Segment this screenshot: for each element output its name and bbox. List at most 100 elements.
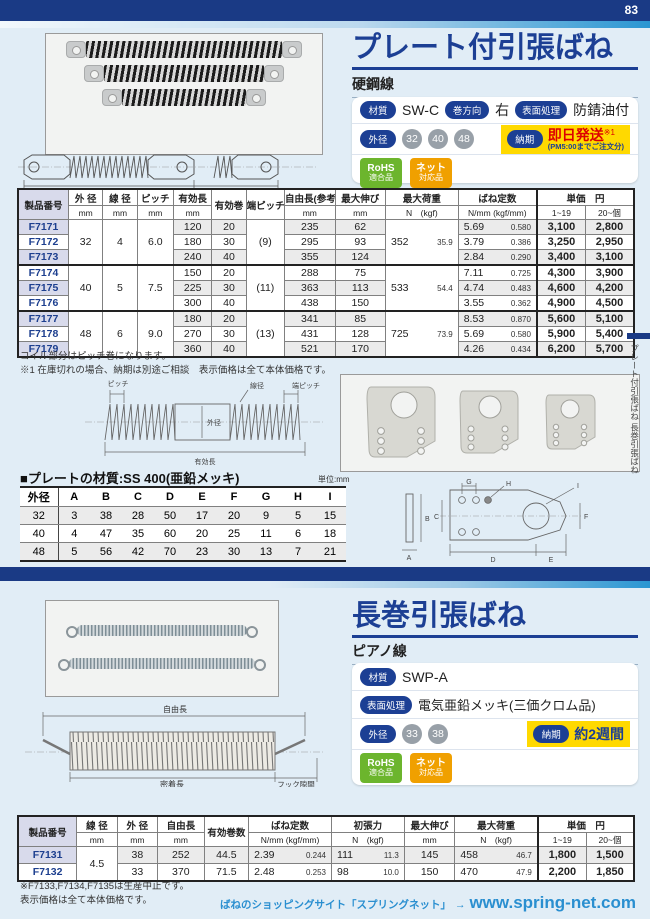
cell-eff: 120 — [172, 219, 213, 235]
section2-product-photo — [45, 600, 279, 697]
cell-free: 370 — [157, 863, 205, 882]
cell: 7 — [282, 542, 314, 562]
section1-notes: コイル部分はピッチ巻になります。 ※1 在庫切れの場合、納期は別途ご相談 表示価… — [20, 350, 331, 379]
coil — [122, 89, 246, 106]
cell-free: 363 — [284, 280, 336, 296]
col-ext: 最大伸び — [403, 815, 456, 833]
cell-wire: 5 — [102, 264, 138, 312]
cell: 25 — [218, 524, 250, 543]
cell-coils: 30 — [211, 326, 247, 342]
letter-C: C — [434, 514, 439, 521]
cell-free: 355 — [284, 249, 336, 266]
note-line: コイル部分はピッチ巻になります。 — [20, 351, 172, 362]
cell-endpitch: (11) — [245, 264, 286, 312]
note-line: ※F7133,F7134,F7135は生産中止です。 — [20, 881, 190, 892]
cell-price2: 1,850 — [585, 863, 635, 882]
cell-product: F7171 — [17, 219, 69, 235]
surface-value: 防錆油付 — [573, 102, 630, 118]
cell: 20 — [218, 506, 250, 525]
cell: 11 — [250, 524, 282, 543]
cell-free: 521 — [284, 341, 336, 358]
cell-rate: 8.53 0.870 — [457, 310, 538, 327]
dim-efflen-label: 有効長 — [195, 457, 216, 466]
long-spring-photo — [58, 658, 266, 671]
col-endpitch: 端ピッチ — [245, 188, 286, 220]
cell-rate: 5.69 0.580 — [457, 219, 538, 235]
cell: 42 — [122, 542, 154, 562]
table-row: F7132 33 370 71.5 2.48 0.253 98 10.0 150 4… — [17, 863, 635, 882]
od-badge: 外径 — [360, 725, 396, 743]
winding-value: 右 — [495, 102, 510, 118]
section1-product-table: 製品番号 外 径 線 径 ピッチ 有効長 有効巻 端ピッチ 自由長(参考) 最大… — [17, 188, 635, 358]
cell-endpitch: (9) — [245, 219, 286, 266]
unit-mm: mm — [67, 205, 104, 220]
cell-ext: 150 — [334, 295, 387, 312]
table-row: 48 5 56 42 70 23 30 13 7 21 — [20, 542, 346, 562]
rate-n: 8.53 — [463, 313, 485, 325]
col-E: E — [186, 486, 218, 507]
col-rate: ばね定数 — [457, 188, 538, 206]
letter-H: H — [506, 481, 511, 488]
rate-n: 4.74 — [463, 282, 485, 294]
cell: 5 — [282, 506, 314, 525]
footer: ばねのショッピングサイト「スプリングネット」 → www.spring-net.… — [220, 893, 636, 913]
table-row: F7179 360 40 521 170 4.26 0.434 6,200 5,7… — [17, 341, 635, 358]
col-H: H — [282, 486, 314, 507]
table-row: 32 3 38 28 50 17 20 9 5 15 — [20, 506, 346, 525]
delivery-highlight: 納期 即日発送 ※1 (PM5:00までご注文分) — [500, 124, 630, 154]
col-D: D — [154, 486, 186, 507]
spec-row-compliance: RoHS 適合品 ネット 対応品 — [352, 155, 638, 191]
cell-price1: 3,100 — [535, 219, 586, 235]
plate-end — [264, 65, 284, 82]
cell-product: F7178 — [17, 326, 69, 342]
section1-spec-panel: 材質 SW-C 巻方向 右 表面処理 防錆油付 外径 32 40 48 納期 即… — [352, 97, 638, 188]
cell-od: 38 — [116, 846, 159, 864]
plate-photo — [340, 374, 640, 472]
od-circle: 38 — [428, 724, 448, 744]
col-B: B — [90, 486, 122, 507]
od-circle: 33 — [402, 724, 422, 744]
section2-spec-panel: 材質 SWP-A 表面処理 電気亜鉛メッキ(三価クロム品) 外径 33 38 納… — [352, 663, 638, 785]
rate-n: 5.69 — [463, 221, 485, 233]
cell: 28 — [122, 506, 154, 525]
cell-price1: 5,600 — [535, 310, 586, 327]
rate-n: 3.79 — [463, 236, 485, 248]
cell-rate: 7.11 0.725 — [457, 264, 538, 281]
plate-table-title: ■プレートの材質:SS 400(亜鉛メッキ) — [20, 471, 240, 486]
cell-od: 33 — [116, 863, 159, 882]
top-bar: 83 — [0, 0, 650, 21]
cell-ext: 150 — [403, 863, 456, 882]
dim-pitch-label: ピッチ — [108, 380, 129, 388]
cell-price2: 3,900 — [584, 264, 635, 281]
rate-kgf: 0.290 — [510, 253, 531, 262]
cell-price2: 1,500 — [585, 846, 635, 864]
cell-price1: 3,250 — [535, 234, 586, 250]
coil — [104, 65, 264, 82]
cell-coils: 40 — [211, 341, 247, 358]
cell-ext: 124 — [334, 249, 387, 266]
footer-url[interactable]: www.spring-net.com — [469, 893, 636, 912]
cell: 56 — [90, 542, 122, 562]
rate-kgf: 0.483 — [510, 284, 531, 293]
unit-load: N (kgf) — [454, 832, 539, 847]
letter-E: E — [549, 557, 554, 564]
cell-load: 533 54.4 — [385, 264, 459, 312]
cell-wire: 6 — [102, 310, 138, 358]
delivery-text: 即日発送 ※1 (PM5:00までご注文分) — [548, 128, 624, 151]
cell-od: 32 — [67, 219, 104, 266]
load-n: 470 — [460, 866, 478, 878]
table-header-row: 製品番号 外 径 線 径 ピッチ 有効長 有効巻 端ピッチ 自由長(参考) 最大… — [17, 188, 635, 220]
surface-badge: 表面処理 — [360, 695, 412, 714]
note-line: ※1 在庫切れの場合、納期は別途ご相談 表示価格は全て本体価格です。 — [20, 365, 331, 377]
cell-init: 111 11.3 — [331, 846, 405, 864]
col-free: 自由長(参考) — [284, 188, 336, 206]
cell-eff: 180 — [172, 234, 213, 250]
od-circle: 48 — [454, 129, 474, 149]
table-row: F7176 300 40 438 150 3.55 0.362 4,900 4,5… — [17, 295, 635, 312]
cell-rate: 4.74 0.483 — [457, 280, 538, 296]
delivery-badge: 納期 — [533, 725, 570, 743]
spring-photo-large — [66, 41, 302, 58]
rohs-badge: RoHS 適合品 — [360, 158, 402, 188]
plate-end — [282, 41, 302, 58]
letter-G: G — [466, 479, 471, 486]
